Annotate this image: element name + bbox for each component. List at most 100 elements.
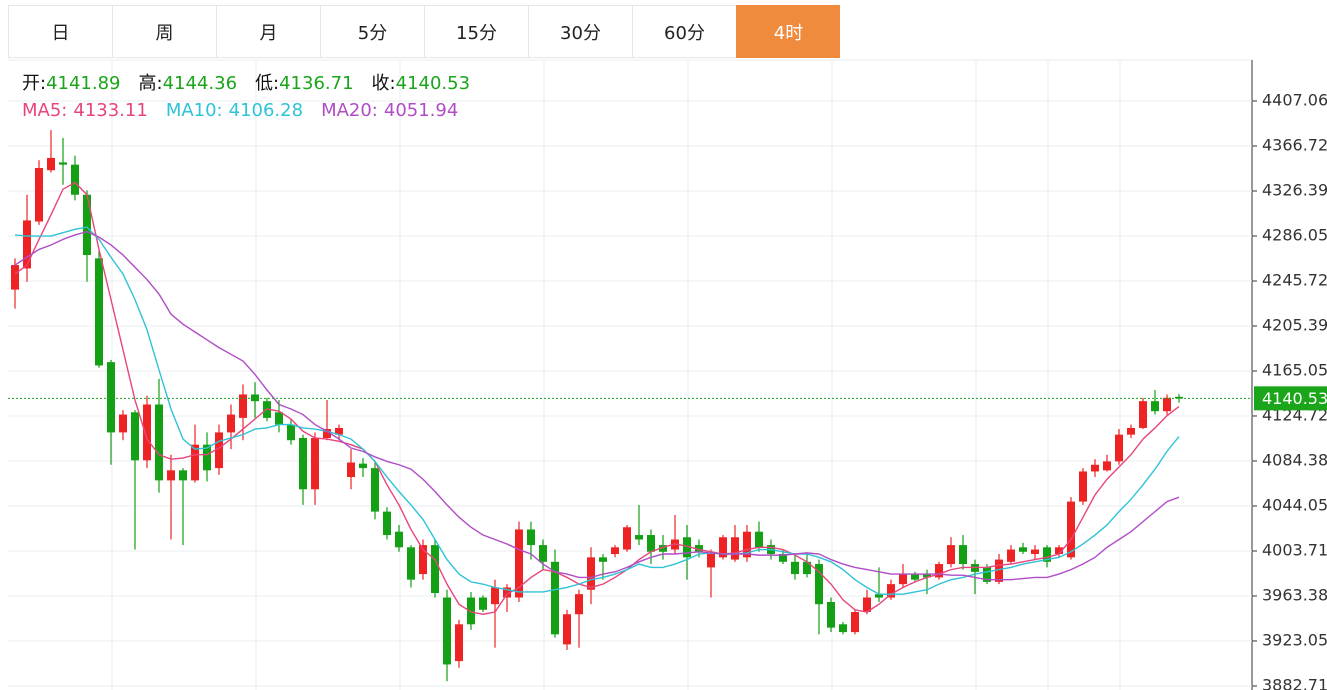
candle-body bbox=[707, 554, 715, 568]
candle-body bbox=[443, 597, 451, 665]
candle-body bbox=[251, 394, 259, 402]
candle-body bbox=[335, 427, 343, 435]
candle-body bbox=[527, 529, 535, 546]
legend-ma-name: MA10: bbox=[165, 100, 223, 121]
candle-body bbox=[815, 564, 823, 605]
ma-line bbox=[14, 181, 1180, 615]
candle-body bbox=[1175, 396, 1183, 399]
y-tick-label: 4326.39 bbox=[1262, 180, 1327, 199]
candle-body bbox=[623, 527, 631, 550]
y-tick-label: 4044.05 bbox=[1262, 495, 1327, 514]
candle-body bbox=[35, 167, 43, 222]
candle-body bbox=[119, 414, 127, 433]
y-tick-label: 4407.06 bbox=[1262, 90, 1327, 109]
candle-body bbox=[407, 547, 415, 580]
candle-body bbox=[1019, 547, 1027, 552]
period-tabs: 日周月 5分 15分 30分 60分 4时 bbox=[8, 5, 840, 58]
candle-body bbox=[539, 545, 547, 562]
candle-body bbox=[347, 462, 355, 478]
legend-ma-value: 4051.94 bbox=[383, 100, 459, 121]
candle-body bbox=[1091, 464, 1099, 472]
candle-body bbox=[299, 437, 307, 490]
candle-body bbox=[203, 444, 211, 471]
candle-body bbox=[59, 162, 67, 165]
candle-body bbox=[719, 537, 727, 558]
candle-body bbox=[887, 584, 895, 598]
candle-body bbox=[551, 561, 559, 635]
candle-body bbox=[155, 404, 163, 481]
candle-body bbox=[1115, 434, 1123, 462]
period-tab[interactable]: 30分 bbox=[528, 5, 632, 58]
candle-body bbox=[71, 164, 79, 195]
y-tick-label: 3882.71 bbox=[1262, 675, 1327, 690]
candle-body bbox=[323, 429, 331, 438]
y-tick-label: 4286.05 bbox=[1262, 225, 1327, 244]
candle-body bbox=[995, 559, 1003, 582]
candle-body bbox=[743, 531, 751, 558]
legend-value: 4141.89 bbox=[46, 73, 121, 94]
legend: 开:4141.89 高:4144.36 低:4136.71 收:4140.53 MA5:… bbox=[22, 70, 488, 124]
candle-body bbox=[191, 444, 199, 481]
candle-body bbox=[947, 545, 955, 565]
y-tick-label: 4366.72 bbox=[1262, 135, 1327, 154]
legend-label: 低: bbox=[255, 73, 280, 94]
y-tick-label: 4205.39 bbox=[1262, 315, 1327, 334]
legend-label: 开: bbox=[22, 73, 47, 94]
ohlc-legend: 开:4141.89 高:4144.36 低:4136.71 收:4140.53 bbox=[22, 70, 488, 97]
period-tab[interactable]: 月 bbox=[216, 5, 320, 58]
legend-value: 4144.36 bbox=[162, 73, 238, 94]
ma-line bbox=[14, 226, 1180, 595]
candle-body bbox=[575, 594, 583, 615]
candle-body bbox=[755, 531, 763, 548]
y-tick-label: 4084.38 bbox=[1262, 450, 1327, 469]
candle-body bbox=[275, 412, 283, 425]
candle-body bbox=[959, 545, 967, 565]
candle-body bbox=[1055, 547, 1063, 555]
legend-ma-value: 4133.11 bbox=[73, 100, 148, 121]
candle-body bbox=[311, 437, 319, 490]
candle-body bbox=[1079, 471, 1087, 502]
candle-body bbox=[911, 574, 919, 580]
y-tick-label: 3963.38 bbox=[1262, 585, 1327, 604]
candle-body bbox=[647, 535, 655, 552]
legend-ma-name: MA20: bbox=[321, 100, 378, 121]
candle-body bbox=[383, 511, 391, 536]
candle-body bbox=[587, 557, 595, 590]
period-tab[interactable]: 15分 bbox=[424, 5, 528, 58]
candle-body bbox=[1007, 549, 1015, 562]
candle-body bbox=[923, 574, 931, 578]
candle-body bbox=[287, 424, 295, 441]
candle-body bbox=[1067, 501, 1075, 558]
legend-ma-name: MA5: bbox=[22, 100, 68, 121]
candle-body bbox=[479, 597, 487, 610]
candle-body bbox=[1043, 547, 1051, 562]
period-tab[interactable]: 5分 bbox=[320, 5, 424, 58]
candle-body bbox=[791, 561, 799, 575]
last-price-box bbox=[1254, 386, 1327, 411]
legend-value: 4136.71 bbox=[279, 73, 354, 94]
candle-body bbox=[395, 531, 403, 548]
ma-line bbox=[14, 230, 1180, 581]
candle-body bbox=[11, 265, 19, 290]
candle-body bbox=[419, 545, 427, 575]
period-tab[interactable]: 周 bbox=[112, 5, 216, 58]
candle-body bbox=[179, 470, 187, 481]
candle-body bbox=[1103, 461, 1111, 471]
candle-body bbox=[503, 587, 511, 598]
candle-body bbox=[659, 545, 667, 552]
candle-body bbox=[227, 414, 235, 433]
candle-body bbox=[695, 545, 703, 552]
candle-body bbox=[131, 412, 139, 461]
period-tab[interactable]: 60分 bbox=[632, 5, 736, 58]
candle-body bbox=[731, 537, 739, 560]
candle-body bbox=[1151, 401, 1159, 412]
candle-body bbox=[863, 597, 871, 613]
candle-body bbox=[827, 601, 835, 628]
candle-body bbox=[107, 362, 115, 433]
legend-ma-value: 4106.28 bbox=[228, 100, 304, 121]
period-tab[interactable]: 4时 bbox=[736, 5, 840, 58]
candle-body bbox=[491, 587, 499, 605]
period-tab[interactable]: 日 bbox=[8, 5, 112, 58]
candle-body bbox=[239, 394, 247, 418]
